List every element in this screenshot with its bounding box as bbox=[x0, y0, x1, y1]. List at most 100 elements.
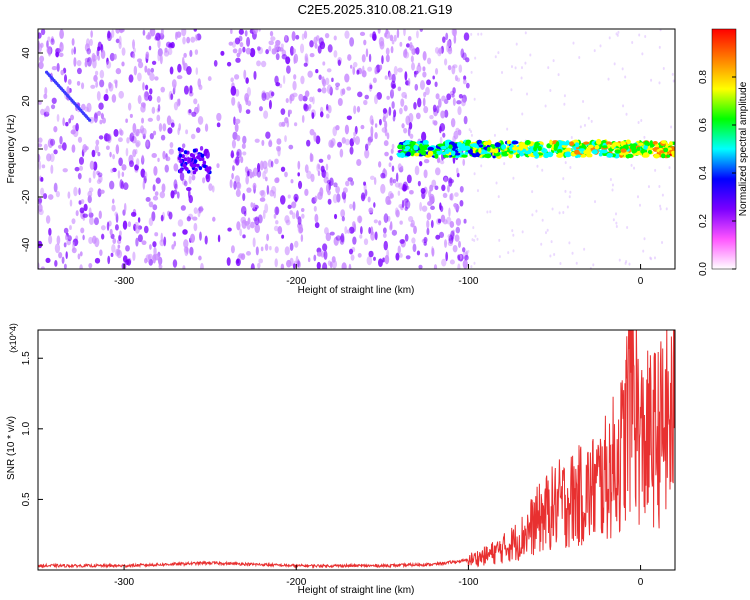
heat-cell bbox=[434, 153, 439, 159]
heat-cell bbox=[200, 262, 204, 269]
heat-cell bbox=[363, 39, 367, 46]
heat-cell bbox=[246, 36, 251, 47]
heat-cell bbox=[106, 31, 112, 42]
heat-cell bbox=[203, 151, 208, 156]
heat-cell bbox=[134, 164, 139, 171]
heat-cell bbox=[399, 220, 403, 225]
heat-cell bbox=[274, 258, 278, 268]
heat-cell bbox=[626, 226, 629, 230]
heat-cell bbox=[188, 157, 192, 162]
heat-cell bbox=[97, 54, 101, 61]
heat-cell bbox=[65, 121, 69, 127]
heat-cell bbox=[252, 202, 256, 210]
heat-cell bbox=[252, 237, 256, 248]
heat-cell bbox=[650, 78, 653, 82]
heat-cell bbox=[346, 115, 352, 121]
snr-y-multiplier: (x10^4) bbox=[8, 323, 18, 353]
heat-cell bbox=[141, 240, 147, 246]
heat-cell bbox=[47, 36, 51, 42]
heat-cell bbox=[429, 114, 434, 120]
heat-cell bbox=[352, 236, 357, 245]
heat-cell bbox=[385, 54, 390, 63]
heat-cell bbox=[414, 83, 419, 91]
heat-cell bbox=[164, 47, 168, 53]
heat-cell bbox=[173, 240, 177, 247]
heat-cell bbox=[521, 66, 524, 70]
heat-cell bbox=[293, 193, 299, 202]
heat-cell bbox=[471, 153, 478, 158]
heat-cell bbox=[303, 62, 308, 67]
heat-cell bbox=[317, 88, 322, 93]
heat-cell bbox=[244, 93, 249, 103]
heat-cell bbox=[335, 86, 339, 91]
heat-cell bbox=[170, 190, 175, 199]
heat-cell bbox=[413, 70, 419, 75]
y-tick-label: -20 bbox=[21, 189, 32, 204]
heat-cell bbox=[548, 149, 551, 153]
heat-cell bbox=[372, 77, 377, 84]
heat-cell bbox=[245, 175, 249, 185]
heat-cell bbox=[451, 65, 456, 75]
heat-cell bbox=[245, 109, 251, 115]
heat-cell bbox=[644, 140, 649, 146]
heat-cell bbox=[300, 75, 305, 85]
heat-cell bbox=[594, 200, 597, 204]
heat-cell bbox=[71, 144, 76, 153]
heat-cell bbox=[458, 94, 463, 99]
heat-cell bbox=[190, 233, 196, 243]
heat-cell bbox=[440, 146, 447, 150]
heat-cell bbox=[478, 147, 482, 154]
heat-cell bbox=[253, 70, 257, 80]
heat-cell bbox=[452, 147, 456, 151]
heat-cell bbox=[374, 231, 378, 241]
heat-cell bbox=[439, 125, 442, 134]
heat-cell bbox=[71, 48, 74, 55]
heat-cell bbox=[438, 47, 443, 55]
heat-cell bbox=[463, 115, 468, 125]
heat-cell bbox=[93, 112, 98, 123]
heat-cell bbox=[97, 152, 101, 157]
heat-cell bbox=[563, 141, 569, 146]
heat-cell bbox=[459, 199, 464, 207]
heat-cell bbox=[178, 153, 183, 158]
y-tick-label: 40 bbox=[21, 47, 32, 59]
heat-cell bbox=[126, 137, 130, 144]
heat-cell bbox=[519, 151, 524, 157]
heat-cell bbox=[419, 29, 423, 33]
heat-cell bbox=[173, 163, 179, 172]
heat-cell bbox=[100, 189, 105, 194]
y-tick-label: -40 bbox=[21, 237, 32, 252]
heat-cell bbox=[256, 169, 262, 178]
heat-cell bbox=[440, 110, 446, 119]
heat-cell bbox=[541, 148, 548, 154]
heat-cell bbox=[506, 127, 509, 131]
heat-cell bbox=[400, 165, 404, 171]
heat-cell bbox=[624, 75, 627, 79]
heat-cell bbox=[331, 259, 338, 269]
heat-cell bbox=[419, 80, 425, 90]
heat-cell bbox=[429, 193, 435, 204]
heat-cell bbox=[564, 151, 572, 158]
heat-cell bbox=[399, 253, 403, 258]
heat-cell bbox=[401, 91, 407, 99]
heat-cell bbox=[119, 230, 122, 237]
heat-cell bbox=[369, 175, 375, 180]
heat-cell bbox=[168, 211, 173, 220]
heat-cell bbox=[111, 244, 116, 253]
heat-cell bbox=[195, 127, 201, 133]
heat-cell bbox=[140, 168, 146, 178]
heat-cell bbox=[177, 127, 180, 136]
heat-cell bbox=[80, 82, 85, 90]
heat-cell bbox=[220, 50, 225, 56]
heat-cell bbox=[183, 52, 187, 58]
heat-cell bbox=[137, 234, 143, 243]
heat-cell bbox=[90, 30, 93, 38]
heat-cell bbox=[412, 243, 417, 253]
heat-cell bbox=[441, 95, 446, 102]
heat-cell bbox=[109, 180, 115, 190]
heat-cell bbox=[113, 53, 117, 60]
heat-cell bbox=[455, 226, 461, 234]
heat-cell bbox=[180, 148, 184, 153]
heat-cell bbox=[440, 214, 446, 223]
heat-cell bbox=[328, 139, 334, 148]
